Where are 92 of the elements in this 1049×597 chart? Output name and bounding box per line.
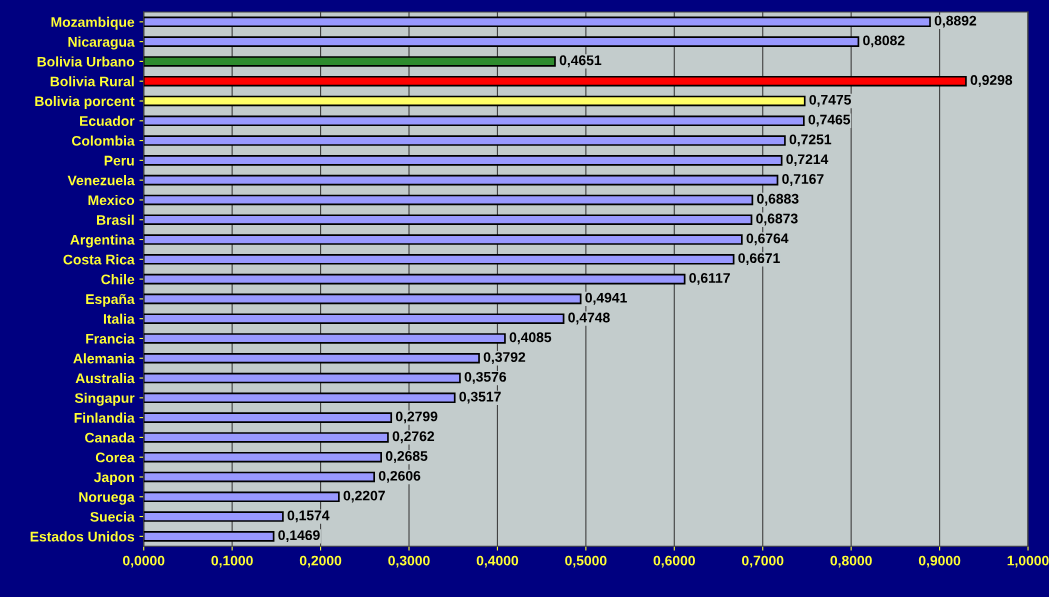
- y-tick-label: Noruega: [79, 492, 135, 505]
- bar: [143, 16, 931, 28]
- x-tick-label: 1,0000: [1007, 555, 1049, 568]
- data-label: 0,6671: [738, 253, 780, 266]
- y-tick-label: Colombia: [71, 135, 135, 146]
- y-tick-label: Peru: [104, 155, 134, 166]
- data-label: 0,3517: [459, 391, 501, 404]
- x-tick-label: 0,5000: [565, 555, 607, 568]
- data-label: 0,6873: [756, 213, 798, 226]
- y-tick-label: Brasil: [97, 214, 134, 225]
- bar: [143, 56, 556, 67]
- bar: [143, 412, 393, 423]
- bar: [143, 95, 806, 107]
- x-tick-label: 0,0000: [123, 555, 165, 568]
- bar: [143, 372, 461, 384]
- data-label: 0,9298: [970, 75, 1013, 87]
- x-tick-label: 0,8000: [830, 555, 872, 568]
- data-label: 0,4651: [559, 55, 602, 68]
- data-label: 0,6883: [757, 193, 799, 206]
- y-tick-label: Finlandia: [74, 412, 135, 423]
- y-tick-label: Mexico: [88, 194, 135, 206]
- bar: [143, 135, 786, 146]
- y-tick-label: Ecuador: [80, 115, 135, 126]
- bar: [143, 234, 743, 245]
- data-label: 0,6764: [746, 233, 789, 246]
- bar: [143, 174, 779, 186]
- y-tick-label: Argentina: [70, 234, 135, 248]
- bar: [143, 75, 967, 87]
- bar: [143, 491, 340, 503]
- data-label: 0,2207: [343, 490, 385, 503]
- y-tick-label: Costa Rica: [63, 254, 135, 265]
- data-label: 0,7214: [786, 154, 829, 167]
- x-tick-label: 0,9000: [918, 555, 961, 568]
- y-tick-label: Bolivia porcent: [35, 95, 135, 109]
- data-label: 0,6117: [689, 272, 730, 285]
- y-tick-label: Bolivia Rural: [50, 76, 134, 87]
- y-tick-label: Singapur: [74, 392, 135, 406]
- y-tick-label: Suecia: [90, 511, 135, 522]
- bar: [143, 451, 382, 463]
- x-tick-label: 0,6000: [653, 555, 695, 568]
- y-tick-label: España: [86, 293, 135, 307]
- data-label: 0,1574: [287, 510, 330, 523]
- y-tick-label: Japon: [94, 472, 134, 485]
- data-label: 0,8082: [863, 35, 905, 48]
- y-tick-label: Mozambique: [51, 16, 135, 30]
- y-tick-label: Francia: [86, 333, 135, 344]
- bar: [143, 313, 565, 324]
- data-label: 0,1469: [278, 530, 320, 543]
- data-label: 0,2799: [395, 411, 438, 424]
- data-label: 0,2685: [385, 451, 428, 463]
- data-label: 0,7251: [789, 134, 832, 147]
- bar: [143, 511, 284, 522]
- x-tick-label: 0,1000: [211, 555, 253, 568]
- bar: [143, 194, 754, 206]
- data-label: 0,4941: [585, 292, 627, 305]
- bar: [143, 471, 375, 483]
- y-tick-label: Alemania: [73, 353, 135, 364]
- data-label: 0,4748: [568, 312, 610, 325]
- data-label: 0,2762: [392, 431, 435, 444]
- data-label: 0,7167: [782, 174, 824, 186]
- bar: [143, 293, 582, 305]
- x-tick-label: 0,7000: [742, 555, 784, 568]
- y-tick-label: Venezuela: [67, 175, 135, 186]
- bar: [143, 155, 783, 166]
- x-tick-label: 0,3000: [388, 555, 430, 568]
- x-tick-label: 0,2000: [299, 555, 342, 568]
- data-label: 0,7465: [808, 114, 851, 127]
- bar: [143, 392, 456, 404]
- y-tick-label: Nicaragua: [68, 36, 135, 50]
- bar: [143, 36, 860, 47]
- y-tick-label: Bolivia Urbano: [37, 56, 135, 67]
- y-tick-label: Italia: [103, 313, 135, 324]
- data-label: 0,3576: [464, 371, 507, 384]
- data-label: 0,3792: [483, 352, 526, 364]
- bar: [143, 352, 480, 364]
- y-tick-label: Chile: [101, 274, 135, 285]
- bar: [143, 531, 275, 542]
- data-label: 0,4085: [509, 332, 552, 345]
- bar: [143, 115, 805, 127]
- y-tick-label: Estados Unidos: [30, 531, 135, 542]
- y-tick-label: Canada: [85, 432, 135, 443]
- bar: [143, 333, 506, 344]
- bar: [143, 273, 686, 285]
- data-label: 0,7475: [809, 94, 851, 107]
- data-label: 0,2606: [378, 470, 421, 483]
- data-label: 0,8892: [934, 15, 977, 28]
- y-tick-label: Corea: [95, 452, 135, 463]
- bar: [143, 432, 389, 443]
- y-tick-label: Australia: [75, 373, 135, 384]
- x-tick-label: 0,4000: [476, 555, 519, 568]
- bar: [143, 254, 735, 265]
- bar: [143, 214, 753, 226]
